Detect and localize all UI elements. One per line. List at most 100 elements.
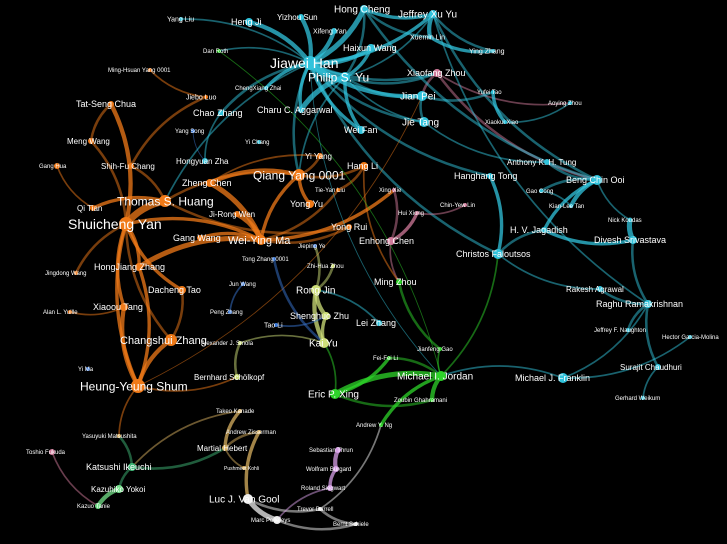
- node-hanghang-tong[interactable]: [487, 173, 493, 179]
- node-andrew-zisserman[interactable]: [257, 430, 261, 434]
- node-ming-hsuan-yang[interactable]: [148, 68, 152, 72]
- node-hui-xiong[interactable]: [415, 211, 419, 215]
- node-jun-wang[interactable]: [241, 282, 245, 286]
- node-jieping-ye[interactable]: [313, 244, 317, 248]
- node-hongjiang-zhang[interactable]: [135, 263, 143, 271]
- node-xiaokui-xiao[interactable]: [503, 120, 507, 124]
- node-jagadish[interactable]: [541, 227, 547, 233]
- node-kazuo-tanie[interactable]: [95, 503, 101, 509]
- node-raghu[interactable]: [644, 300, 652, 308]
- node-shuicheng-yan[interactable]: [119, 217, 133, 231]
- node-roland-siegwart[interactable]: [327, 485, 333, 491]
- node-michael-franklin[interactable]: [558, 373, 568, 383]
- node-pushmeet-kohli[interactable]: [242, 466, 246, 470]
- node-tie-yan-liu[interactable]: [336, 188, 340, 192]
- node-heng-ji[interactable]: [245, 18, 253, 26]
- node-gang-hua[interactable]: [54, 163, 60, 169]
- node-jingdong-wang[interactable]: [74, 271, 78, 275]
- node-yong-rui[interactable]: [346, 224, 352, 230]
- node-yasuyuki[interactable]: [117, 434, 121, 438]
- node-zheng-chen[interactable]: [206, 179, 214, 187]
- node-shih-fu-chang[interactable]: [128, 163, 134, 169]
- node-fei-fei-li[interactable]: [387, 356, 391, 360]
- node-rakesh-agrawal[interactable]: [597, 286, 603, 292]
- node-bernhard-scholkopf[interactable]: [234, 374, 240, 380]
- node-tao-li[interactable]: [274, 323, 278, 327]
- node-jian-pei[interactable]: [417, 91, 427, 101]
- node-divesh-srivastava[interactable]: [629, 236, 637, 244]
- node-xing-xie[interactable]: [392, 188, 396, 192]
- node-chin-yew-lin[interactable]: [463, 203, 467, 207]
- node-thomas-huang[interactable]: [159, 195, 171, 207]
- node-kian-lee-tan[interactable]: [569, 204, 573, 208]
- node-beng-chin-ooi[interactable]: [592, 175, 602, 185]
- node-kazuhiko-yokoi[interactable]: [115, 485, 123, 493]
- node-xuemin-lin[interactable]: [428, 35, 432, 39]
- node-heung-yeung-shum[interactable]: [131, 379, 145, 393]
- node-changshui-zhang[interactable]: [165, 334, 177, 346]
- node-luc-van-gool[interactable]: [243, 494, 253, 504]
- node-hector-garcia-molina[interactable]: [688, 335, 692, 339]
- node-xifeng-yan[interactable]: [331, 28, 337, 34]
- node-kai-yu[interactable]: [319, 338, 329, 348]
- node-trevor-darrell[interactable]: [318, 507, 322, 511]
- node-wei-ying-ma[interactable]: [256, 235, 266, 245]
- node-jianfeng-gao[interactable]: [438, 347, 442, 351]
- node-zoubin[interactable]: [430, 398, 434, 402]
- node-hongyuan-zha[interactable]: [202, 158, 208, 164]
- node-bernt-schiele[interactable]: [354, 522, 358, 526]
- node-jeffrey-naughton[interactable]: [626, 328, 630, 332]
- node-zhi-hua-zhou[interactable]: [331, 264, 335, 268]
- node-xiaoou-tang[interactable]: [120, 303, 128, 311]
- node-martial-hebert[interactable]: [222, 445, 228, 451]
- node-yi-yang[interactable]: [317, 153, 323, 159]
- node-alan-yuille[interactable]: [68, 310, 72, 314]
- node-michael-jordan[interactable]: [436, 371, 446, 381]
- node-meng-wang[interactable]: [88, 138, 94, 144]
- node-yang-liu[interactable]: [179, 17, 183, 21]
- node-toshio-fukuda[interactable]: [49, 449, 55, 455]
- node-rong-jin[interactable]: [311, 285, 321, 295]
- node-ming-zhou[interactable]: [396, 279, 402, 285]
- node-jie-tang[interactable]: [419, 117, 429, 127]
- node-anthony-tung[interactable]: [544, 159, 550, 165]
- node-yang-song[interactable]: [191, 129, 195, 133]
- node-ji-rong-wen[interactable]: [234, 211, 240, 217]
- node-ying-zhang[interactable]: [491, 49, 495, 53]
- node-eric-xing[interactable]: [330, 389, 340, 399]
- node-tong-zhang[interactable]: [272, 257, 276, 261]
- node-aoying-zhou[interactable]: [568, 101, 572, 105]
- node-jiawei-han[interactable]: [303, 56, 317, 70]
- node-yizhou-sun[interactable]: [298, 14, 304, 20]
- node-yi-chang[interactable]: [257, 140, 261, 144]
- node-dan-roth[interactable]: [217, 49, 221, 53]
- node-sebastian-thrun[interactable]: [335, 447, 341, 453]
- node-hang-li[interactable]: [360, 162, 368, 170]
- node-gao-cong[interactable]: [539, 189, 543, 193]
- node-qiang-yang[interactable]: [293, 169, 305, 181]
- node-wei-fan[interactable]: [357, 126, 365, 134]
- node-shenghuo-zhu[interactable]: [322, 312, 330, 320]
- node-peng-zhang[interactable]: [228, 310, 232, 314]
- node-andrew-ng[interactable]: [379, 423, 383, 427]
- node-smola[interactable]: [238, 341, 242, 345]
- node-haixun-wang[interactable]: [367, 44, 375, 52]
- node-yufei-tao[interactable]: [491, 90, 495, 94]
- node-katsushi-ikeuchi[interactable]: [128, 463, 136, 471]
- node-takeo-kanade[interactable]: [238, 409, 242, 413]
- node-philip-yu[interactable]: [340, 72, 350, 82]
- node-nick-koudas[interactable]: [628, 218, 632, 222]
- node-charu-aggarwal[interactable]: [298, 107, 304, 113]
- node-xiaofang-zhou[interactable]: [433, 69, 441, 77]
- node-jiebo-luo[interactable]: [204, 95, 208, 99]
- node-enhong-chen[interactable]: [387, 237, 395, 245]
- node-dacheng-tao[interactable]: [178, 286, 186, 294]
- node-chao-zhang[interactable]: [218, 110, 224, 116]
- node-gang-wang[interactable]: [197, 235, 203, 241]
- node-chengxiang-zhai[interactable]: [264, 86, 268, 90]
- node-surajit[interactable]: [655, 364, 661, 370]
- node-wolfram-burgard[interactable]: [333, 466, 339, 472]
- node-yong-yu[interactable]: [306, 200, 314, 208]
- node-lei-zhang[interactable]: [376, 320, 382, 326]
- node-hong-cheng[interactable]: [360, 5, 368, 13]
